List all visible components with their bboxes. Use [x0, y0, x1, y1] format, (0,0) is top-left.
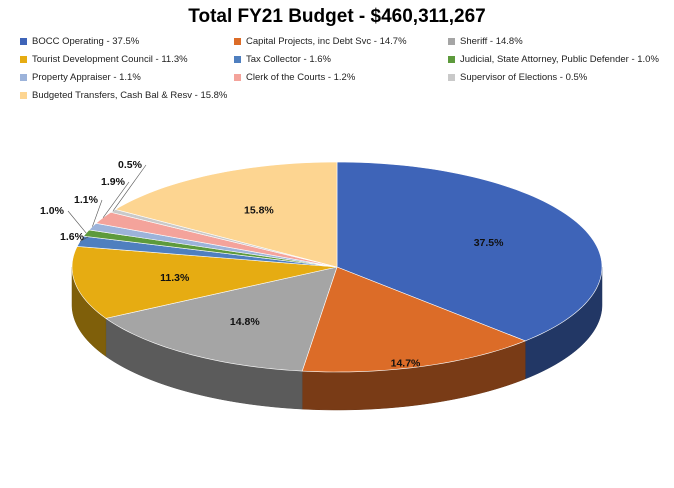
legend-swatch: [234, 56, 241, 63]
data-label: 14.7%: [391, 357, 421, 369]
legend-swatch: [20, 92, 27, 99]
pie-top: [71, 161, 603, 373]
legend-label: Clerk of the Courts - 1.2%: [246, 72, 356, 83]
legend-item: Judicial, State Attorney, Public Defende…: [448, 54, 659, 65]
pie-slice: [71, 246, 338, 319]
legend-label: BOCC Operating - 37.5%: [32, 36, 140, 47]
legend-item: Tourist Development Council - 11.3%: [20, 54, 188, 65]
data-label: 1.6%: [60, 231, 85, 243]
leader-line: [79, 236, 89, 242]
chart-title: Total FY21 Budget - $460,311,267: [188, 6, 486, 27]
pie-slice: [336, 161, 603, 342]
legend-swatch: [20, 38, 27, 45]
pie-slice: [105, 266, 338, 372]
legend-item: Sheriff - 14.8%: [448, 36, 523, 47]
legend-item: Property Appraiser - 1.1%: [20, 72, 141, 83]
data-label: 15.8%: [244, 205, 274, 217]
leader-line: [102, 181, 130, 218]
data-label: 11.3%: [160, 272, 190, 284]
legend-label: Tax Collector - 1.6%: [246, 54, 332, 65]
pie-slice: [114, 161, 338, 268]
legend-item: Supervisor of Elections - 0.5%: [448, 72, 587, 83]
legend-swatch: [448, 56, 455, 63]
legend-item: BOCC Operating - 37.5%: [20, 36, 139, 47]
data-label: 37.5%: [474, 237, 504, 249]
pie-slice: [301, 266, 527, 373]
data-label: 1.1%: [74, 194, 99, 206]
legend-item: Tax Collector - 1.6%: [234, 54, 331, 65]
legend-label: Property Appraiser - 1.1%: [32, 72, 141, 83]
legend-label: Sheriff - 14.8%: [460, 36, 523, 47]
data-label: 1.9%: [101, 176, 126, 188]
legend-item: Capital Projects, inc Debt Svc - 14.7%: [234, 36, 407, 47]
legend-swatch: [20, 74, 27, 81]
data-label: 14.8%: [230, 316, 260, 328]
legend-swatch: [234, 74, 241, 81]
legend-item: Clerk of the Courts - 1.2%: [234, 72, 355, 83]
data-label: 0.5%: [118, 159, 143, 171]
leader-line: [67, 210, 87, 234]
data-label: 1.0%: [40, 205, 65, 217]
legend-label: Capital Projects, inc Debt Svc - 14.7%: [246, 36, 407, 47]
legend-label: Supervisor of Elections - 0.5%: [460, 72, 588, 83]
legend-item: Budgeted Transfers, Cash Bal & Resv - 15…: [20, 90, 227, 101]
leader-line: [112, 164, 147, 211]
legend-label: Budgeted Transfers, Cash Bal & Resv - 15…: [32, 90, 228, 101]
legend-label: Judicial, State Attorney, Public Defende…: [460, 54, 659, 65]
legend-swatch: [234, 38, 241, 45]
legend-label: Tourist Development Council - 11.3%: [32, 54, 188, 65]
leader-line: [92, 199, 103, 227]
legend-swatch: [448, 74, 455, 81]
legend-swatch: [448, 38, 455, 45]
legend-swatch: [20, 56, 27, 63]
data-labels: 37.5% 14.7% 14.8% 11.3% 1.6% 1.0% 1.1%1.9% 0.5%…: [40, 159, 504, 369]
